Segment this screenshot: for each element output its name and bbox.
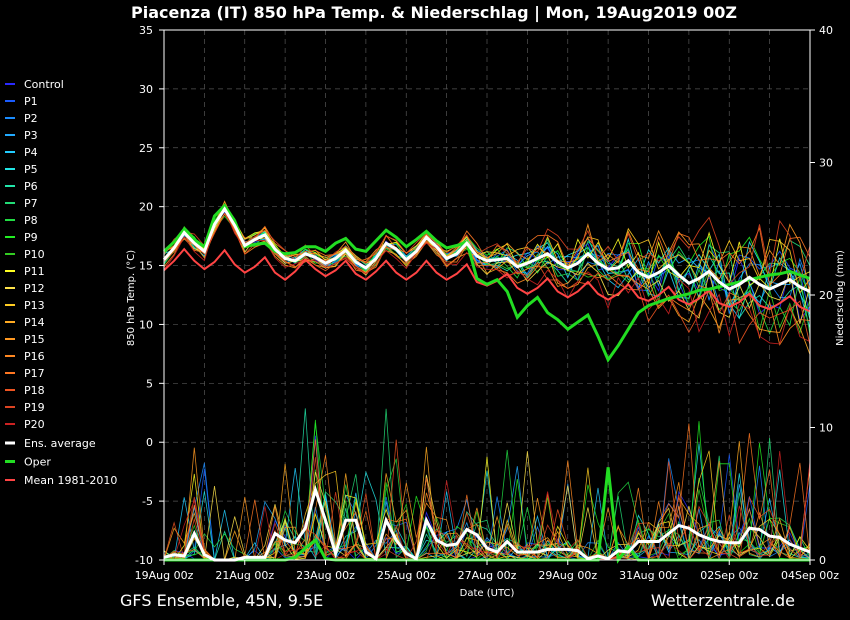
y-tick-left: -10 bbox=[135, 554, 153, 567]
member-precip-line-p16 bbox=[163, 455, 810, 561]
y-tick-left: 30 bbox=[139, 83, 153, 96]
temp-line-oper bbox=[162, 203, 811, 363]
y-tick-right: 0 bbox=[819, 554, 826, 567]
x-tick-label: 27Aug 00z bbox=[458, 569, 517, 582]
legend-label: P1 bbox=[24, 95, 38, 108]
legend-label: Control bbox=[24, 78, 64, 91]
y-axis-right-ticks: 40 30 20 10 0 bbox=[810, 24, 833, 567]
x-tick-label: 23Aug 00z bbox=[296, 569, 355, 582]
y-axis-right-label: Niederschlag (mm) bbox=[835, 250, 846, 346]
y-tick-left: 10 bbox=[139, 318, 153, 331]
member-temp-line-p19 bbox=[163, 206, 811, 285]
x-tick-label: 04Sep 00z bbox=[781, 569, 839, 582]
temp-lines bbox=[162, 200, 811, 363]
temp-line-ens-average bbox=[162, 206, 811, 293]
legend-label: P5 bbox=[24, 163, 38, 176]
y-tick-left: 25 bbox=[139, 142, 153, 155]
legend-label: P8 bbox=[24, 214, 38, 227]
legend-label: P9 bbox=[24, 231, 38, 244]
x-tick-label: 21Aug 00z bbox=[215, 569, 274, 582]
legend-label: P7 bbox=[24, 197, 38, 210]
member-precip-line-p13 bbox=[163, 450, 811, 561]
legend-label: P4 bbox=[24, 146, 38, 159]
x-axis-label: Date (UTC) bbox=[460, 588, 515, 599]
chart-title: Piacenza (IT) 850 hPa Temp. & Niederschl… bbox=[131, 3, 737, 23]
legend-label: P17 bbox=[24, 367, 45, 380]
legend-label: P15 bbox=[24, 333, 45, 346]
member-precip-line-p3 bbox=[163, 466, 811, 562]
y-tick-right: 40 bbox=[819, 24, 833, 37]
y-axis-left-label: 850 hPa Temp. (°C) bbox=[126, 250, 137, 346]
y-tick-left: 0 bbox=[146, 436, 153, 449]
legend-label: Oper bbox=[24, 456, 51, 469]
legend: Control P1 P2 P3 P4 P5 P6 P7 P8 P9 P10 P11 P12 P13 P14… bbox=[5, 78, 117, 487]
y-axis-left-ticks: 35 30 25 20 15 10 5 0 -5 -10 bbox=[135, 24, 164, 567]
y-tick-right: 10 bbox=[819, 422, 833, 435]
footer-model: GFS Ensemble, 45N, 9.5E bbox=[120, 591, 323, 610]
legend-label: P20 bbox=[24, 418, 45, 431]
legend-label: P18 bbox=[24, 384, 45, 397]
footer-site: Wetterzentrale.de bbox=[651, 591, 795, 610]
member-temp-line-p20 bbox=[163, 209, 811, 345]
y-tick-left: 5 bbox=[146, 377, 153, 390]
x-tick-label: 31Aug 00z bbox=[619, 569, 678, 582]
legend-label: P3 bbox=[24, 129, 38, 142]
legend-label: P16 bbox=[24, 350, 45, 363]
precip-lines bbox=[163, 408, 811, 564]
legend-label: P6 bbox=[24, 180, 38, 193]
x-tick-label: 19Aug 00z bbox=[135, 569, 194, 582]
legend-label: P11 bbox=[24, 265, 45, 278]
x-tick-label: 25Aug 00z bbox=[377, 569, 436, 582]
x-axis-ticks: 19Aug 00z 21Aug 00z 23Aug 00z 25Aug 00z 27Au… bbox=[135, 560, 839, 582]
legend-label: P10 bbox=[24, 248, 45, 261]
y-tick-right: 20 bbox=[819, 289, 833, 302]
legend-label: P13 bbox=[24, 299, 45, 312]
x-tick-label: 02Sep 00z bbox=[700, 569, 758, 582]
y-tick-left: 20 bbox=[139, 201, 153, 214]
legend-label: P19 bbox=[24, 401, 45, 414]
member-precip-line-p8 bbox=[163, 423, 811, 561]
legend-label: Ens. average bbox=[24, 437, 96, 450]
member-precip-line-p19 bbox=[163, 457, 811, 561]
y-tick-right: 30 bbox=[819, 157, 833, 170]
precip-line-ens-average bbox=[163, 484, 811, 562]
legend-label: P2 bbox=[24, 112, 38, 125]
member-precip-line-control bbox=[163, 435, 811, 561]
member-precip-line-p11 bbox=[163, 456, 811, 561]
legend-label: P12 bbox=[24, 282, 45, 295]
y-tick-left: -5 bbox=[142, 495, 153, 508]
y-tick-left: 35 bbox=[139, 24, 153, 37]
x-tick-label: 29Aug 00z bbox=[538, 569, 597, 582]
legend-label: P14 bbox=[24, 316, 45, 329]
legend-label: Mean 1981-2010 bbox=[24, 474, 117, 487]
y-tick-left: 15 bbox=[139, 260, 153, 273]
